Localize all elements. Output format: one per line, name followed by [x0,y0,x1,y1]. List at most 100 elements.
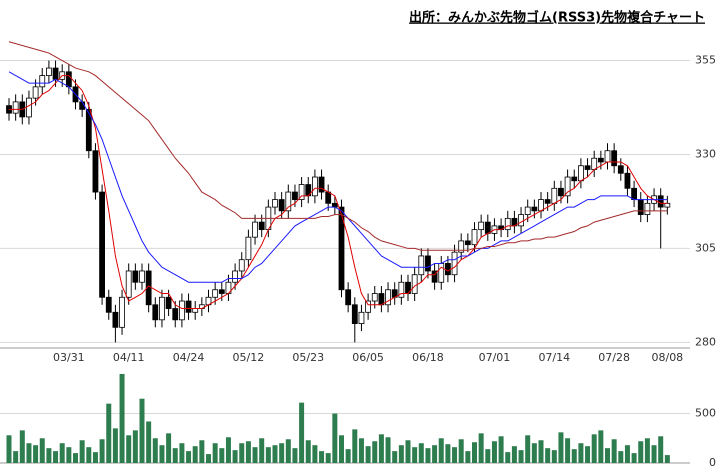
candle-body [325,191,332,204]
moving-average-line [8,71,668,283]
candle-body [272,199,278,208]
candle-body [192,308,199,313]
candle-body [185,300,192,313]
volume-bar [372,441,378,463]
volume-bar [265,447,271,463]
candle-body [46,67,52,76]
candle-body [99,191,105,298]
volume-bar [199,440,205,463]
volume-bar [545,448,551,463]
candle-body [425,255,431,272]
x-tick-label: 05/12 [233,351,265,364]
volume-bar [305,440,311,463]
candle-body [351,304,358,324]
volume-bar [59,443,65,463]
candle-body [444,263,451,276]
volume-bar [398,445,404,463]
volume-bar [252,447,258,463]
volume-bar [19,430,25,463]
candle-body [318,176,325,193]
candle-body [524,206,531,216]
volume-bar [491,441,497,463]
x-tick-label: 07/14 [538,351,570,364]
candle-body [551,187,558,204]
volume-bar [651,445,657,463]
volume-bar [458,439,464,463]
volume-bar [279,443,285,463]
y-tick-label: 330 [695,147,716,160]
candle-body [172,308,179,321]
volume-bar [239,443,245,463]
volume-bar [159,445,165,463]
candle-body [371,293,378,302]
y-tick-label: 0 [709,456,716,467]
volume-bar [605,448,610,463]
candle-body [451,251,458,276]
volume-bar [292,448,298,463]
candle-body [132,270,139,283]
candle-body [232,270,239,283]
volume-bar [465,451,471,463]
candle-body [39,75,46,88]
chart-title: 出所：みんかぶ先物ゴム(RSS3)先物複合チャート [409,10,705,26]
volume-bar [325,453,331,463]
volume-bar [299,402,305,463]
candle-body [431,270,438,283]
volume-bar [511,446,517,463]
volume-bar [558,432,564,463]
candle-body [358,311,365,324]
candle-body [212,289,219,298]
volume-bar [425,448,431,463]
volume-bar [166,433,172,463]
volume-bar [445,444,451,463]
volume-bar [232,450,238,463]
volume-bar [33,445,39,463]
volume-bar [132,430,138,463]
volume-bar [212,443,218,463]
candle-body [32,86,39,99]
x-tick-label: 06/18 [412,351,444,364]
volume-bar [365,446,371,463]
candle-body [558,187,564,197]
x-tick-label: 08/08 [651,351,683,364]
candle-body [398,281,405,298]
volume-bar [119,373,125,463]
candle-body [478,221,485,231]
candle-body [105,296,112,313]
candle-body [152,304,159,321]
candle-body [52,67,59,80]
candle-body [119,296,125,328]
volume-bar [66,447,72,463]
candle-body [125,270,132,298]
y-tick-label: 280 [695,335,716,348]
candle-body [385,289,391,306]
candle-body [504,217,511,231]
candle-body [65,71,72,88]
volume-bar [319,451,325,463]
volume-bar [139,398,145,463]
volume-bar [531,443,537,463]
candle-body [637,199,644,216]
candle-body [571,176,578,182]
candle-body [544,199,551,204]
volume-bar [438,438,444,463]
moving-average-line [9,75,668,310]
volume-bar [79,440,85,463]
volume-bar [6,435,12,463]
candle-body [664,202,671,208]
volume-bar [644,438,650,463]
moving-average-line [8,41,668,251]
candle-body [178,300,185,321]
volume-bar [551,450,557,463]
x-tick-label: 06/05 [352,351,384,364]
volume-bar [538,440,544,463]
volume-bar [186,451,192,463]
volume-bar [498,436,504,463]
volume-bar [26,443,32,463]
candle-body [12,101,19,114]
volume-bar [405,440,411,463]
candle-body [159,296,165,321]
volume-bar [505,452,511,463]
candle-body [365,300,372,313]
volume-bar [206,454,211,463]
